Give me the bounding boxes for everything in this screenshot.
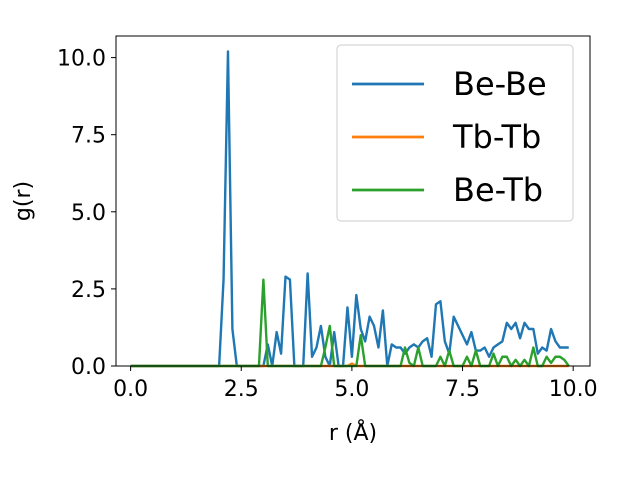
x-axis-label: r (Å) [329,419,377,446]
y-tick-label: 5.0 [71,201,106,226]
y-axis-label: g(r) [11,181,36,221]
x-axis: 0.0 2.5 5.0 7.5 10.0 [113,366,598,402]
legend-label-be-tb: Be-Tb [453,171,543,209]
x-tick-label: 10.0 [549,377,598,402]
legend-label-be-be: Be-Be [453,65,547,103]
y-tick-label: 0.0 [71,355,106,380]
x-tick-label: 2.5 [224,377,259,402]
legend-box [336,44,574,222]
y-tick-label: 10.0 [57,47,106,72]
series-line-be-be [130,50,569,368]
y-tick-label: 7.5 [71,124,106,149]
x-tick-label: 7.5 [445,377,480,402]
x-tick-label: 0.0 [113,377,148,402]
y-tick-label: 2.5 [71,278,106,303]
legend-label-tb-tb: Tb-Tb [452,118,541,156]
x-tick-label: 5.0 [334,377,369,402]
legend: Be-Be Tb-Tb Be-Tb [336,44,574,222]
axes-frame [115,35,591,367]
y-axis: 0.0 2.5 5.0 7.5 10.0 [57,47,116,380]
